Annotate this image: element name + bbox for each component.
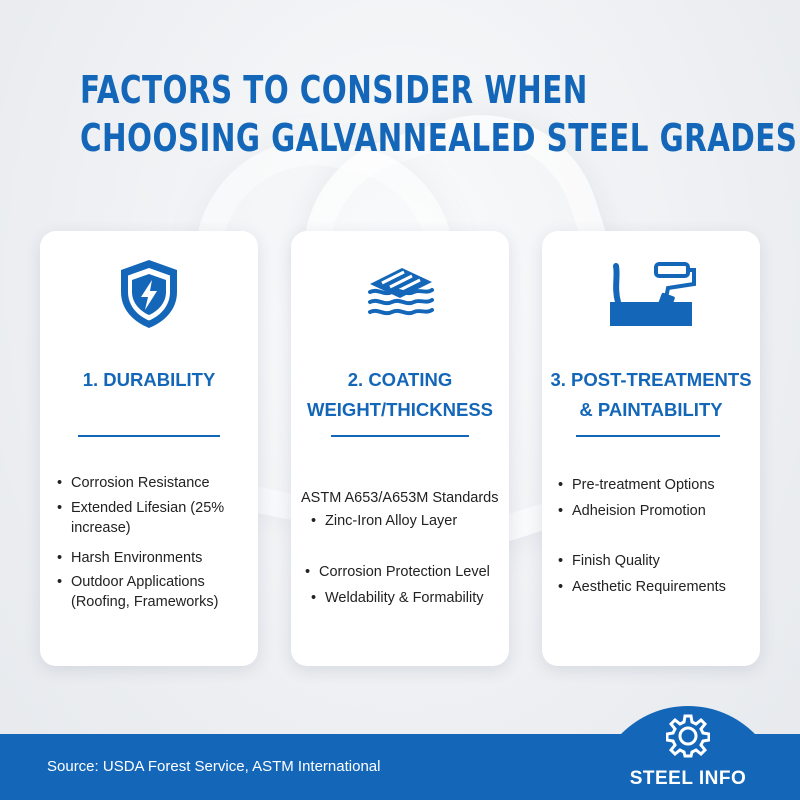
card-heading-line-2: WEIGHT/THICKNESS — [306, 399, 494, 420]
title-line-1: FACTORS TO CONSIDER WHEN — [80, 68, 588, 112]
list-item: Outdoor Applications (Roofing, Framework… — [57, 572, 250, 612]
brand-name: STEEL INFO — [629, 768, 747, 789]
list-item: Finish Quality — [558, 551, 756, 571]
page-title: FACTORS TO CONSIDER WHEN CHOOSING GALVAN… — [80, 66, 798, 162]
list-item: Weldability & Formability — [311, 588, 505, 608]
source-text: Source: USDA Forest Service, ASTM Intern… — [47, 758, 381, 775]
card-list: Corrosion Resistance Extended Lifesian (… — [57, 473, 250, 612]
card-durability: 1. DURABILITY Corrosion Resistance Exten… — [40, 231, 258, 666]
paint-roller-icon — [542, 249, 760, 339]
brand-badge: STEEL INFO — [594, 706, 782, 800]
card-heading-line-1: 2. COATING — [347, 369, 453, 390]
standard-label: ASTM A653/A653M Standards — [301, 490, 499, 506]
title-line-2: CHOOSING GALVANNEALED STEEL GRADES — [80, 116, 798, 160]
card-heading: 3. POST-TREATMENTS & PAINTABILITY — [542, 365, 760, 425]
card-heading: 1. DURABILITY — [82, 369, 216, 390]
card-heading: 2. COATING WEIGHT/THICKNESS — [291, 365, 509, 425]
card-list: Pre-treatment Options Adheision Promotio… — [558, 475, 756, 597]
gear-icon — [666, 714, 710, 758]
layered-sheets-icon — [291, 249, 509, 339]
card-heading-line-2: & PAINTABILITY — [579, 399, 723, 420]
list-item: Corrosion Protection Level — [305, 562, 505, 582]
shield-bolt-icon — [40, 249, 258, 339]
card-list: Zinc-Iron Alloy Layer Corrosion Protecti… — [305, 511, 505, 608]
list-item: Zinc-Iron Alloy Layer — [311, 511, 505, 531]
card-divider — [576, 435, 720, 437]
card-divider — [331, 435, 469, 437]
card-heading-line-1: 3. POST-TREATMENTS — [550, 369, 752, 390]
list-item: Corrosion Resistance — [57, 473, 250, 493]
card-divider — [78, 435, 220, 437]
card-coating: 2. COATING WEIGHT/THICKNESS ASTM A653/A6… — [291, 231, 509, 666]
list-item: Aesthetic Requirements — [558, 577, 756, 597]
list-item: Adheision Promotion — [558, 501, 756, 521]
list-item: Pre-treatment Options — [558, 475, 756, 495]
card-post-treatments: 3. POST-TREATMENTS & PAINTABILITY Pre-tr… — [542, 231, 760, 666]
list-item: Harsh Environments — [57, 548, 250, 568]
list-item: Extended Lifesian (25% increase) — [57, 498, 250, 538]
